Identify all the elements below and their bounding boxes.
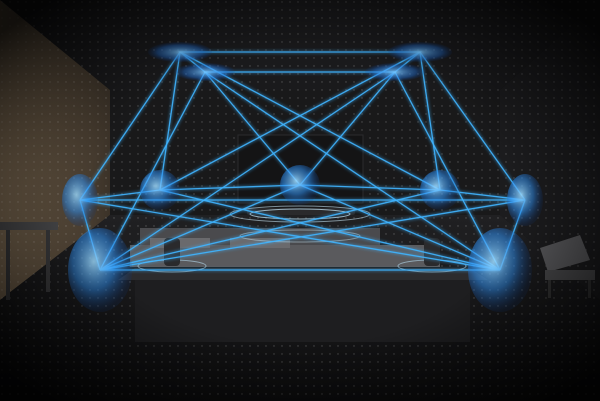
scene-svg: [0, 0, 600, 401]
theater-scene: [0, 0, 600, 401]
vignette: [0, 0, 600, 401]
